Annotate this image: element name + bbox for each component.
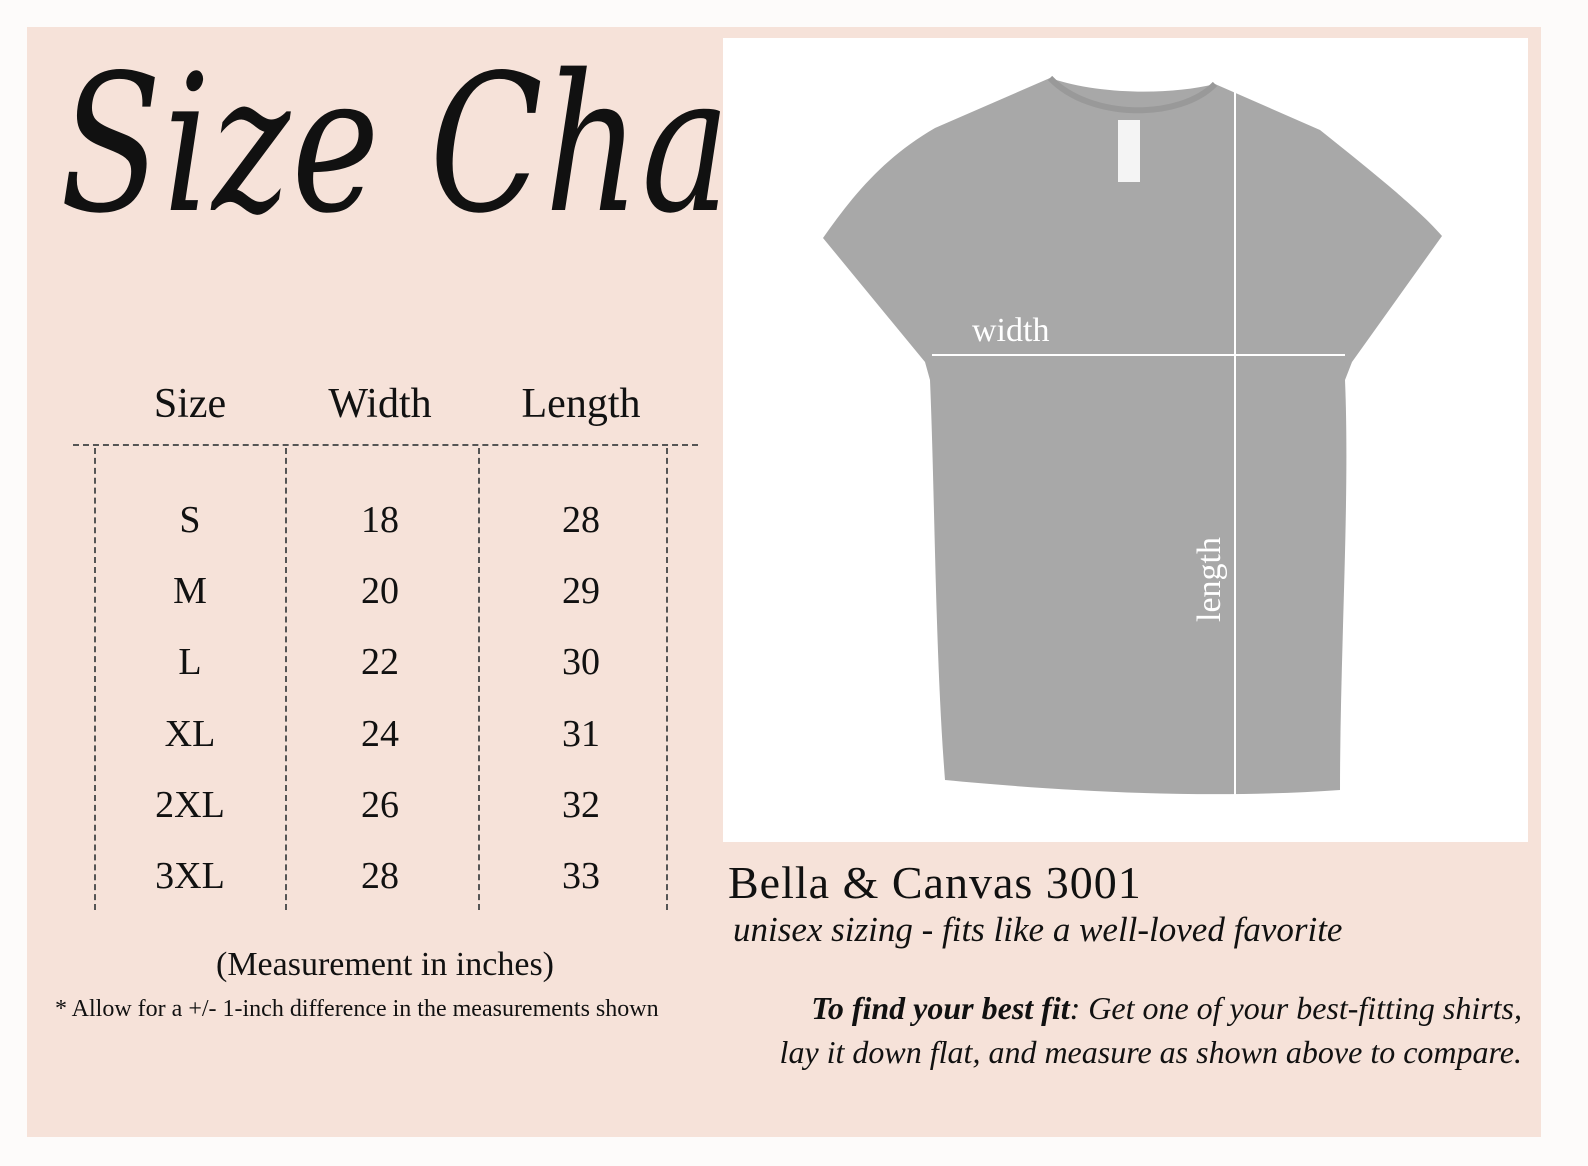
cell-length: 32 [562,783,600,826]
allowance-note: * Allow for a +/- 1-inch difference in t… [55,996,659,1022]
cell-size: XL [164,712,216,755]
cell-width: 26 [361,783,399,826]
tshirt-shape [823,78,1442,795]
column-divider [94,448,96,910]
cell-length: 28 [562,499,600,541]
cell-size: 2XL [155,783,225,826]
shirt-tag [1118,120,1140,182]
width-label: width [972,312,1049,349]
cell-size: L [178,641,202,684]
header-length: Length [521,381,641,427]
cell-length: 31 [562,712,600,755]
cell-length: 29 [562,570,600,613]
cell-size: M [173,570,207,613]
shirt-photo: width length [723,38,1528,842]
cell-width: 28 [361,855,399,897]
fit-instructions-line2: lay it down flat, and measure as shown a… [779,1034,1522,1070]
length-label: length [1191,537,1228,622]
product-subtitle: unisex sizing - fits like a well-loved f… [733,910,1343,949]
cell-length: 30 [562,641,600,684]
fit-text: : Get one of your best-fitting shirts, [1069,990,1522,1026]
product-name: Bella & Canvas 3001 [728,857,1142,908]
header-size: Size [153,381,227,427]
tshirt-illustration: width length [823,75,1442,835]
cell-width: 18 [361,499,399,541]
header-width: Width [328,381,432,427]
column-divider [666,448,668,910]
header-divider [73,444,698,446]
column-divider [285,448,287,910]
cell-width: 20 [361,570,399,613]
cell-size: 3XL [155,855,225,897]
column-divider [478,448,480,910]
cell-length: 33 [562,855,600,897]
cell-width: 22 [361,641,399,684]
cell-width: 24 [361,712,399,755]
fit-instructions-line1: To find your best fit: Get one of your b… [700,990,1522,1027]
cell-size: S [179,499,201,541]
fit-heading: To find your best fit [811,990,1070,1026]
unit-note: (Measurement in inches) [216,946,554,983]
collar [1047,75,1218,114]
